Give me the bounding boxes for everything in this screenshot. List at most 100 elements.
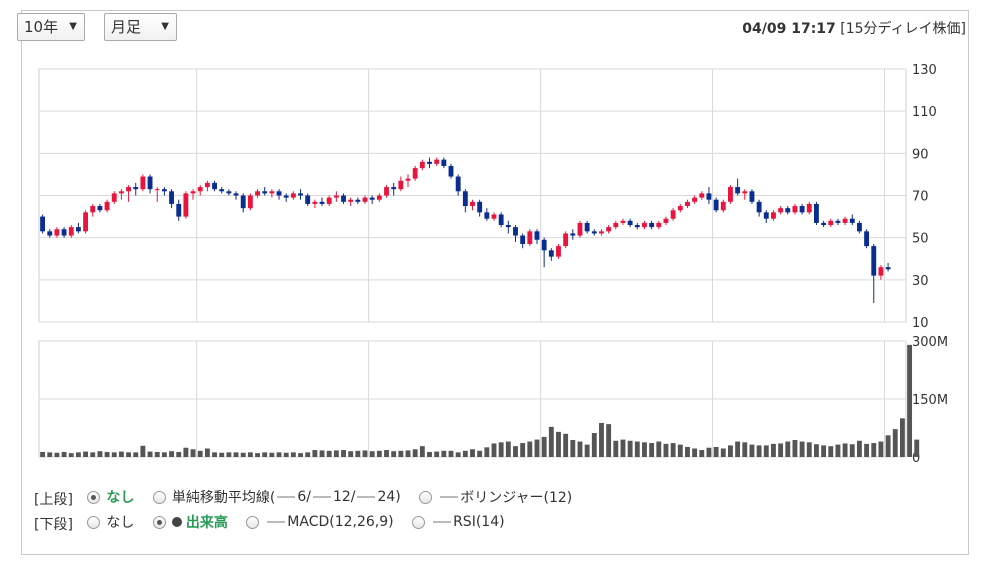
volume-bar	[104, 451, 110, 457]
lower-macd-option[interactable]: MACD(12,26,9)	[246, 514, 394, 530]
candle-body	[161, 189, 167, 192]
radio-icon[interactable]	[152, 490, 166, 504]
candle-body	[97, 206, 103, 211]
volume-bar	[685, 446, 690, 457]
lower-options: [下段] なし 出来高 MACD(12,26,9) RSI(14)	[34, 512, 519, 534]
volume-bar	[806, 442, 812, 457]
volume-bar	[176, 451, 182, 457]
volume-bar	[255, 453, 260, 457]
volume-tick-label: 150M	[912, 393, 948, 408]
volume-bar	[491, 443, 497, 457]
candle-body	[83, 212, 89, 232]
candle-body	[68, 227, 74, 236]
sma-6-label: 6/	[297, 489, 311, 505]
volume-dot-icon	[171, 517, 182, 527]
candle-body	[713, 199, 719, 211]
radio-icon[interactable]	[412, 515, 426, 529]
upper-sma-option[interactable]: 単純移動平均線( 6/ 12/ 24)	[152, 487, 401, 507]
candle-body	[541, 239, 547, 251]
volume-bar	[892, 429, 898, 457]
candle-body	[677, 206, 683, 211]
period-select[interactable]: 月足 ▼	[104, 13, 177, 41]
volume-bar	[670, 443, 676, 457]
candle-body	[434, 159, 440, 164]
line-swatch-icon	[277, 496, 296, 498]
volume-bar	[47, 452, 53, 457]
volume-bar	[276, 452, 282, 457]
lower-row-label: [下段]	[34, 516, 73, 533]
candle-body	[305, 195, 311, 204]
volume-bar	[914, 439, 920, 457]
candle-body	[763, 212, 769, 219]
radio-icon[interactable]	[419, 490, 433, 504]
price-tick-label: 30	[912, 274, 929, 289]
volume-bar	[778, 443, 784, 457]
range-select[interactable]: 10年 ▼	[17, 13, 85, 41]
volume-bar	[856, 440, 862, 457]
candle-body	[849, 218, 855, 223]
candle-body	[548, 250, 554, 257]
volume-bar	[147, 451, 153, 457]
candle-body	[384, 187, 389, 196]
radio-icon[interactable]	[87, 515, 101, 529]
candle-body	[584, 222, 590, 232]
candle-body	[799, 206, 805, 213]
volume-bar	[541, 436, 547, 457]
volume-bar	[376, 450, 382, 457]
radio-selected-icon[interactable]	[152, 515, 166, 529]
volume-bar	[40, 451, 46, 457]
volume-bar	[821, 445, 827, 457]
year-tick-label: 2014	[352, 469, 385, 470]
lower-none-option[interactable]: なし	[87, 512, 134, 532]
volume-bar	[649, 443, 655, 457]
volume-bar	[448, 450, 454, 457]
radio-selected-icon[interactable]	[87, 490, 101, 504]
volume-bar	[763, 445, 769, 457]
volume-bar	[792, 439, 798, 457]
candle-body	[477, 201, 483, 213]
delay-note: [15分ディレイ株価]	[840, 21, 966, 37]
volume-bar	[713, 446, 719, 457]
candle-body	[111, 193, 117, 202]
chevron-down-icon: ▼	[161, 21, 169, 32]
volume-bar	[692, 448, 698, 457]
volume-bar	[548, 426, 554, 457]
candle-body	[448, 165, 454, 177]
lower-volume-option[interactable]: 出来高	[152, 512, 228, 532]
radio-icon[interactable]	[246, 515, 260, 529]
volume-bar	[126, 452, 132, 457]
candle-body	[341, 195, 346, 202]
timestamp-value: 04/09 17:17	[742, 21, 836, 37]
price-tick-label: 70	[912, 190, 929, 205]
candle-body	[878, 267, 884, 276]
candle-body	[226, 191, 232, 194]
candle-body	[462, 191, 468, 207]
lower-rsi-option[interactable]: RSI(14)	[412, 514, 505, 530]
volume-bar	[348, 451, 354, 457]
line-swatch-icon	[433, 521, 452, 523]
candle-body	[570, 233, 576, 236]
volume-bar	[161, 452, 167, 457]
line-swatch-icon	[440, 496, 459, 498]
price-tick-label: 10	[912, 316, 929, 331]
upper-row-label: [上段]	[34, 491, 73, 508]
candle-body	[842, 218, 848, 223]
volume-bar	[520, 443, 526, 457]
volume-bar	[262, 452, 268, 457]
candle-body	[391, 187, 397, 190]
candle-body	[806, 203, 812, 213]
volume-bar	[111, 452, 117, 457]
upper-none-label: なし	[106, 490, 135, 506]
volume-bar	[405, 450, 411, 457]
candle-body	[871, 246, 877, 276]
volume-bar	[305, 452, 311, 457]
upper-bollinger-option[interactable]: ボリンジャー(12)	[419, 487, 572, 507]
volume-bar	[90, 452, 96, 457]
upper-none-option[interactable]: なし	[87, 487, 134, 507]
candle-body	[699, 193, 705, 198]
volume-bar	[54, 452, 60, 457]
line-swatch-icon	[357, 496, 376, 498]
candle-body	[212, 182, 217, 190]
volume-bar	[154, 451, 160, 457]
candle-body	[591, 231, 597, 234]
